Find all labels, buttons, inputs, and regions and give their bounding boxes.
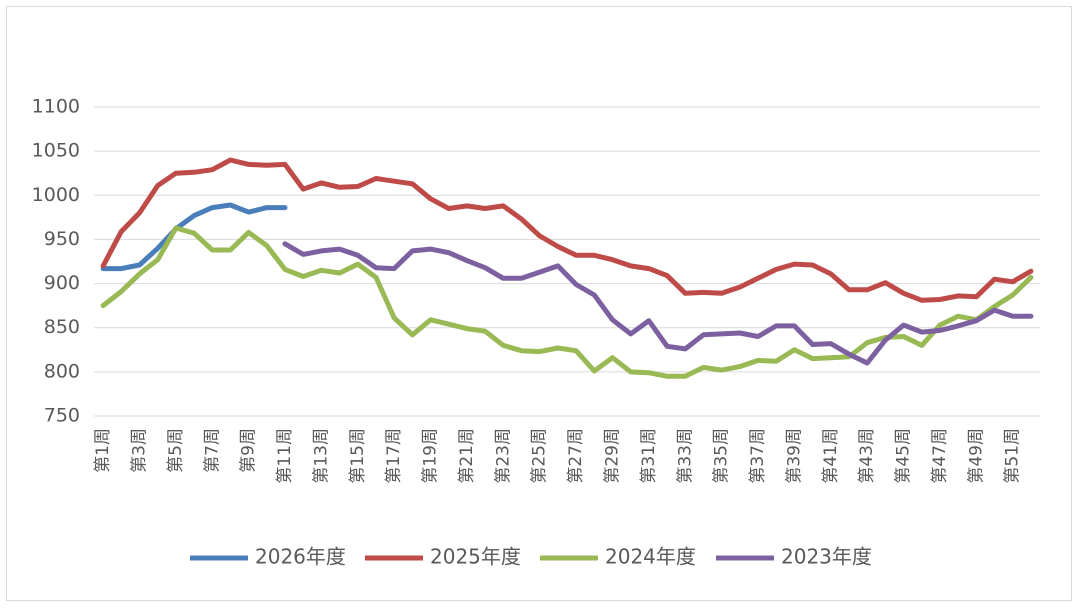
series-line <box>100 225 1034 379</box>
x-tick-label: 第29周 <box>602 428 622 484</box>
y-tick-label: 1050 <box>32 140 80 162</box>
legend-label: 2026年度 <box>255 545 346 569</box>
x-tick-label: 第7周 <box>202 428 222 473</box>
x-tick-label: 第21周 <box>457 428 477 484</box>
chart-frame <box>6 6 1072 601</box>
x-tick-label: 第25周 <box>530 428 550 484</box>
x-tick-label: 第23周 <box>493 428 513 484</box>
legend-label: 2025年度 <box>430 545 521 569</box>
y-tick-label: 950 <box>44 228 80 250</box>
y-tick-label: 1100 <box>32 96 80 118</box>
x-tick-label: 第49周 <box>966 428 986 484</box>
y-tick-label: 750 <box>44 405 80 427</box>
series-line <box>100 202 288 272</box>
y-tick-label: 900 <box>44 272 80 294</box>
x-tick-label: 第33周 <box>675 428 695 484</box>
x-tick-label: 第1周 <box>93 428 113 473</box>
x-tick-label: 第51周 <box>1003 428 1023 484</box>
x-tick-label: 第11周 <box>275 428 295 484</box>
x-tick-label: 第13周 <box>311 428 331 484</box>
x-tick-label: 第27周 <box>566 428 586 484</box>
legend-label: 2024年度 <box>605 545 696 569</box>
x-tick-label: 第9周 <box>239 428 259 473</box>
x-tick-label: 第19周 <box>421 428 441 484</box>
series-line <box>282 241 1034 366</box>
y-tick-label: 1000 <box>32 184 80 206</box>
x-tick-label: 第43周 <box>857 428 877 484</box>
legend-label: 2023年度 <box>781 545 872 569</box>
x-tick-label: 第47周 <box>930 428 950 484</box>
y-tick-label: 800 <box>44 360 80 382</box>
series-line <box>100 157 1034 303</box>
x-tick-label: 第17周 <box>384 428 404 484</box>
x-tick-label: 第5周 <box>166 428 186 473</box>
x-tick-label: 第3周 <box>129 428 149 473</box>
x-tick-label: 第31周 <box>639 428 659 484</box>
x-tick-label: 第35周 <box>712 428 732 484</box>
x-tick-label: 第39周 <box>784 428 804 484</box>
x-tick-label: 第37周 <box>748 428 768 484</box>
x-tick-label: 第45周 <box>894 428 914 484</box>
y-tick-label: 850 <box>44 316 80 338</box>
x-tick-label: 第15周 <box>348 428 368 484</box>
x-tick-label: 第41周 <box>821 428 841 484</box>
